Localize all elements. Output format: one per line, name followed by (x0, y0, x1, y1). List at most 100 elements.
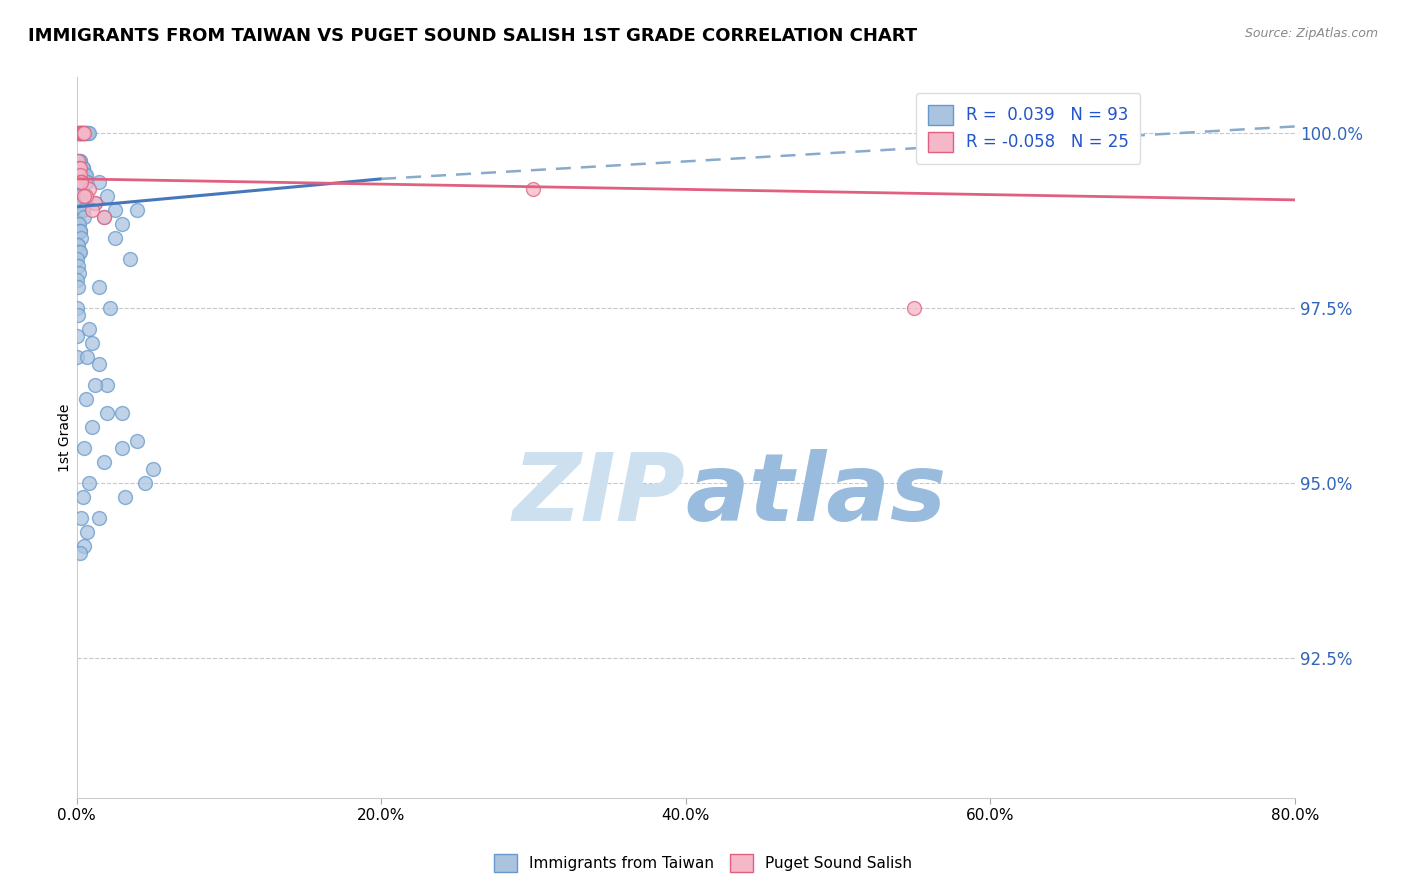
Point (72, 127, 94, 141)
Point (66, 273, 89, 287)
Point (93, 211, 115, 225)
Point (69, 189, 91, 203)
Text: atlas: atlas (686, 450, 948, 541)
Point (89, 280, 111, 294)
Point (96, 378, 118, 392)
Point (70, 127, 93, 141)
Point (70, 231, 93, 245)
Point (118, 252, 141, 267)
Point (66, 351, 89, 365)
Point (77, 127, 100, 141)
Point (69, 169, 91, 183)
Point (69, 245, 91, 260)
Point (67, 127, 90, 141)
Text: ZIP: ZIP (513, 450, 686, 541)
Point (69, 224, 91, 238)
Point (67, 308, 90, 322)
Point (89, 175, 111, 189)
Point (75, 189, 97, 203)
Point (76, 525, 98, 540)
Point (903, 301, 925, 316)
Point (66, 238, 89, 252)
Point (69, 127, 91, 141)
Point (80, 203, 103, 218)
Point (67, 218, 90, 232)
Point (75, 169, 97, 183)
Point (83, 378, 105, 392)
Point (67, 154, 90, 169)
Point (73, 442, 96, 456)
Point (93, 211, 115, 225)
Point (66, 252, 89, 267)
Point (111, 218, 134, 232)
Point (80, 420, 103, 434)
Point (70, 511, 93, 525)
Text: IMMIGRANTS FROM TAIWAN VS PUGET SOUND SALISH 1ST GRADE CORRELATION CHART: IMMIGRANTS FROM TAIWAN VS PUGET SOUND SA… (28, 27, 917, 45)
Point (70, 127, 93, 141)
Legend: R =  0.039   N = 93, R = -0.058   N = 25: R = 0.039 N = 93, R = -0.058 N = 25 (915, 93, 1140, 163)
Point (76, 127, 98, 141)
Point (114, 490, 136, 504)
Point (67, 218, 90, 232)
Text: Source: ZipAtlas.com: Source: ZipAtlas.com (1244, 27, 1378, 40)
Point (111, 442, 134, 456)
Point (67, 245, 90, 260)
Point (83, 196, 105, 211)
Point (70, 196, 93, 211)
Point (70, 196, 93, 211)
Point (96, 406, 118, 420)
Point (70, 127, 93, 141)
Point (83, 196, 105, 211)
Y-axis label: 1st Grade: 1st Grade (59, 403, 73, 472)
Point (67, 238, 90, 252)
Point (72, 127, 94, 141)
Point (127, 434, 149, 449)
Point (66, 301, 89, 316)
Point (67, 260, 90, 274)
Point (69, 189, 91, 203)
Point (67, 161, 90, 176)
Point (75, 175, 97, 189)
Point (75, 392, 97, 407)
Point (67, 127, 90, 141)
Point (73, 189, 96, 203)
Point (72, 161, 94, 176)
Point (70, 161, 93, 176)
Point (111, 406, 134, 420)
Point (127, 203, 149, 218)
Point (134, 476, 156, 491)
Point (73, 127, 96, 141)
Point (142, 462, 165, 476)
Point (67, 266, 90, 280)
Point (67, 154, 90, 169)
Point (73, 539, 96, 553)
Point (70, 161, 93, 176)
Point (69, 161, 91, 176)
Point (77, 476, 100, 491)
Point (76, 175, 98, 189)
Point (69, 154, 91, 169)
Point (93, 455, 115, 469)
Point (522, 182, 544, 196)
Point (69, 154, 91, 169)
Point (77, 322, 100, 336)
Point (104, 203, 127, 218)
Point (70, 175, 93, 189)
Point (67, 280, 90, 294)
Point (98, 301, 121, 316)
Point (72, 490, 94, 504)
Point (77, 182, 100, 196)
Point (72, 161, 94, 176)
Point (75, 127, 97, 141)
Point (69, 127, 91, 141)
Point (73, 169, 96, 183)
Point (72, 127, 94, 141)
Point (73, 211, 96, 225)
Point (72, 127, 94, 141)
Point (69, 546, 91, 560)
Point (104, 231, 127, 245)
Point (80, 336, 103, 351)
Point (96, 189, 118, 203)
Point (75, 127, 97, 141)
Point (72, 203, 94, 218)
